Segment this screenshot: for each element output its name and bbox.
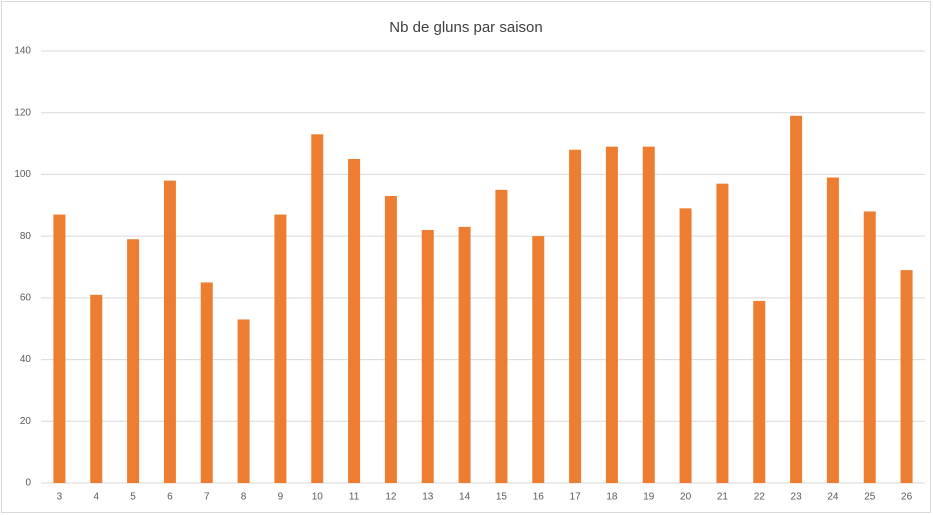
y-tick-label: 140 [14, 46, 31, 57]
x-tick-label: 20 [680, 492, 692, 503]
bar [753, 300, 766, 483]
bar [237, 319, 250, 483]
x-tick-label: 18 [606, 492, 618, 503]
bar [900, 270, 913, 483]
x-tick-label: 22 [754, 492, 766, 503]
x-tick-label: 12 [385, 492, 397, 503]
x-tick-label: 7 [204, 492, 210, 503]
x-tick-label: 24 [827, 492, 839, 503]
x-tick-label: 19 [643, 492, 655, 503]
bar [716, 183, 729, 483]
x-tick-label: 16 [533, 492, 545, 503]
x-tick-label: 15 [496, 492, 508, 503]
y-tick-label: 0 [25, 478, 31, 489]
y-tick-label: 80 [20, 231, 32, 242]
bar [274, 214, 287, 484]
bar [642, 146, 655, 483]
y-tick-label: 60 [20, 292, 32, 303]
x-tick-label: 5 [130, 492, 136, 503]
bar [200, 282, 213, 483]
x-tick-label: 4 [93, 492, 99, 503]
bar [90, 294, 103, 483]
bar [421, 229, 434, 483]
x-tick-label: 6 [167, 492, 173, 503]
chart-title: Nb de gluns par saison [389, 19, 542, 36]
y-tick-label: 120 [14, 107, 31, 118]
x-tick-label: 25 [864, 492, 876, 503]
bar [163, 180, 176, 483]
y-tick-label: 40 [20, 354, 32, 365]
bar [532, 236, 545, 483]
bar [495, 189, 508, 483]
x-tick-label: 17 [570, 492, 582, 503]
y-tick-label: 20 [20, 416, 32, 427]
bar [311, 134, 324, 484]
bar [605, 146, 618, 483]
x-tick-label: 8 [241, 492, 247, 503]
bar [53, 214, 66, 484]
bar [679, 208, 692, 483]
x-tick-label: 10 [312, 492, 324, 503]
x-tick-label: 11 [349, 492, 360, 503]
x-tick-label: 23 [791, 492, 803, 503]
bar [384, 196, 397, 483]
x-tick-label: 13 [422, 492, 434, 503]
bar [863, 211, 876, 483]
x-tick-label: 21 [717, 492, 729, 503]
x-tick-label: 14 [459, 492, 471, 503]
bar [458, 226, 471, 483]
y-tick-label: 100 [14, 169, 31, 180]
x-tick-label: 3 [57, 492, 63, 503]
bar [127, 239, 140, 483]
bar [826, 177, 839, 483]
bar [348, 159, 361, 483]
x-tick-label: 26 [901, 492, 913, 503]
bar [790, 115, 803, 484]
bar [569, 149, 582, 483]
x-tick-label: 9 [278, 492, 284, 503]
